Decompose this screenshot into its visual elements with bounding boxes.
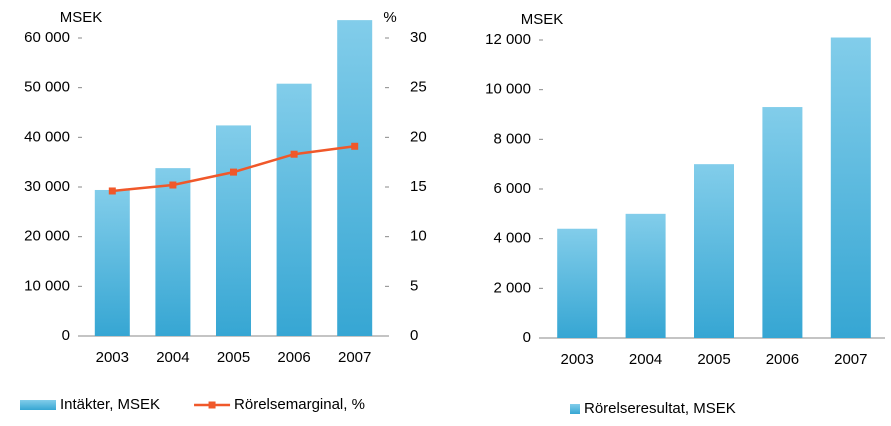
x-tick-label: 2005 xyxy=(217,349,250,366)
x-tick-label: 2003 xyxy=(561,351,594,368)
y2-tick-label: 0 xyxy=(410,327,418,344)
line-marker xyxy=(108,187,116,195)
y-tick-label: 30 000 xyxy=(24,178,70,195)
y-tick-label: 8 000 xyxy=(493,130,531,147)
y2-tick-label: 30 xyxy=(410,29,427,46)
x-tick-label: 2003 xyxy=(96,349,129,366)
bar xyxy=(276,83,312,337)
line-marker xyxy=(169,181,177,189)
legend-label: Rörelsemarginal, % xyxy=(234,396,365,413)
y2-tick-label: 20 xyxy=(410,128,427,145)
x-tick-label: 2006 xyxy=(277,349,310,366)
y-tick-label: 6 000 xyxy=(493,180,531,197)
x-tick-label: 2007 xyxy=(834,351,867,368)
x-tick-label: 2007 xyxy=(338,349,371,366)
bar xyxy=(625,213,666,338)
y2-tick-label: 10 xyxy=(410,228,427,245)
y-tick-label: 12 000 xyxy=(485,31,531,48)
bar xyxy=(155,168,191,336)
bar xyxy=(557,228,598,338)
legend-marker xyxy=(208,401,216,409)
legend-label: Rörelseresultat, MSEK xyxy=(584,400,736,417)
y-tick-label: 2 000 xyxy=(493,279,531,296)
y-axis-label: MSEK xyxy=(60,9,103,26)
x-tick-label: 2006 xyxy=(766,351,799,368)
y-axis-label: MSEK xyxy=(521,11,564,28)
y2-axis-label: % xyxy=(383,9,396,26)
line-marker xyxy=(290,150,298,158)
legend-label: Intäkter, MSEK xyxy=(60,396,160,413)
legend-swatch xyxy=(20,400,56,410)
y-tick-label: 0 xyxy=(523,329,531,346)
y-tick-label: 10 000 xyxy=(485,81,531,98)
bar xyxy=(216,125,251,336)
bar xyxy=(830,37,871,339)
x-tick-label: 2005 xyxy=(697,351,730,368)
y-tick-label: 0 xyxy=(62,327,70,344)
legend-swatch xyxy=(570,404,580,414)
x-tick-label: 2004 xyxy=(629,351,662,368)
y-tick-label: 50 000 xyxy=(24,79,70,96)
y2-tick-label: 15 xyxy=(410,178,427,195)
bar xyxy=(762,107,803,338)
y2-tick-label: 25 xyxy=(410,79,427,96)
bar xyxy=(337,20,373,337)
x-tick-label: 2004 xyxy=(156,349,189,366)
line-marker xyxy=(351,142,359,150)
y-tick-label: 20 000 xyxy=(24,228,70,245)
y-tick-label: 4 000 xyxy=(493,230,531,247)
y2-tick-label: 5 xyxy=(410,277,418,294)
y-tick-label: 60 000 xyxy=(24,29,70,46)
y-tick-label: 40 000 xyxy=(24,128,70,145)
bar xyxy=(694,164,734,338)
bar xyxy=(94,189,130,336)
line-marker xyxy=(230,168,237,176)
y-tick-label: 10 000 xyxy=(24,277,70,294)
